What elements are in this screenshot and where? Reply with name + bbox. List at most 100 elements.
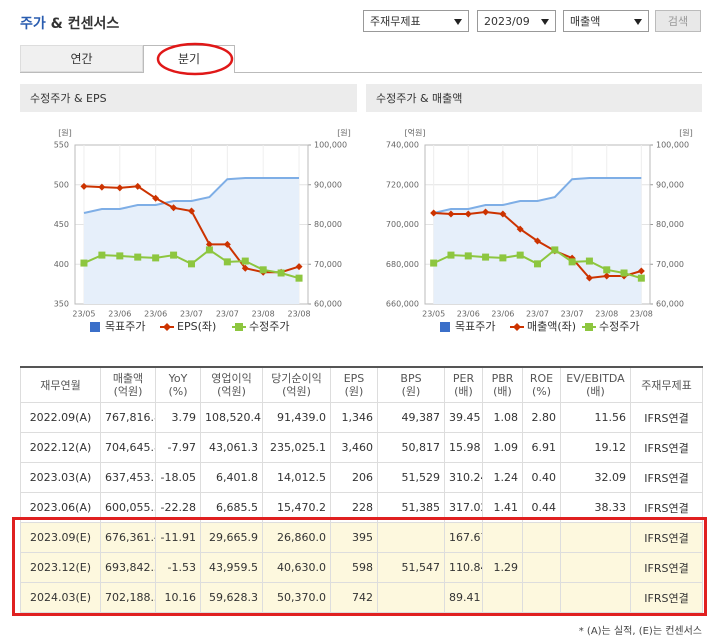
point-marker <box>170 204 178 212</box>
point-marker <box>188 207 195 215</box>
y-tick-label: 450 <box>54 220 69 229</box>
column-name: 영업이익 <box>211 372 252 385</box>
legend-label: 목표주가 <box>105 320 145 333</box>
point-marker <box>205 246 213 254</box>
table-cell <box>377 582 445 613</box>
table-cell <box>377 522 445 553</box>
table-cell: IFRS연결 <box>630 402 703 433</box>
point-marker <box>637 267 645 275</box>
table-row: 2023.12(E) 693,842.3 -1.53 43,959.5 40,630.0… <box>20 552 703 583</box>
highlight-circle <box>156 42 234 76</box>
table-cell: 2023.09(E) <box>20 522 101 553</box>
x-tick-label: 23/07 <box>216 310 239 319</box>
table-cell: 702,188.3 <box>100 582 156 613</box>
point-marker <box>534 260 541 268</box>
table-cell: 89.41 <box>444 582 483 613</box>
y-tick-label: 680,000 <box>386 260 419 269</box>
table-cell: IFRS연결 <box>630 552 703 583</box>
search-button[interactable]: 검색 <box>655 10 701 32</box>
column-header: ROE (%) <box>522 366 561 403</box>
point-marker <box>259 266 267 274</box>
point-marker <box>116 252 124 260</box>
point-marker <box>499 210 507 218</box>
x-tick-label: 23/08 <box>252 310 275 319</box>
column-header: 주재무제표 <box>630 366 703 403</box>
chart-title: 수정주가 & 매출액 <box>376 92 462 105</box>
select-statement[interactable]: 주재무제표 <box>363 10 469 32</box>
table-cell: 637,453.7 <box>100 462 156 493</box>
column-name: YoY <box>168 372 188 385</box>
legend-swatch <box>90 322 100 332</box>
point-marker <box>603 266 611 274</box>
point-marker <box>98 183 106 191</box>
y-tick-label: 700,000 <box>386 220 419 229</box>
column-unit: (배) <box>493 385 512 398</box>
table-cell: 2024.03(E) <box>20 582 101 613</box>
table-cell: -7.97 <box>155 432 201 463</box>
column-name: EPS <box>343 372 365 385</box>
tab-annual[interactable]: 연간 <box>20 45 143 72</box>
table-cell: -18.05 <box>155 462 201 493</box>
table-cell: 167.67 <box>444 522 483 553</box>
column-unit: (억원) <box>282 385 311 398</box>
x-tick-label: 23/06 <box>108 310 131 319</box>
point-marker <box>430 209 438 217</box>
footnote: * (A)는 실적, (E)는 컨센서스 <box>578 626 702 637</box>
select-item[interactable]: 매출액 <box>563 10 649 32</box>
column-header: PER (배) <box>444 366 483 403</box>
table-cell <box>482 522 523 553</box>
legend-swatch <box>585 323 593 331</box>
point-marker <box>241 257 249 265</box>
point-marker <box>482 208 490 216</box>
table-cell: 6.91 <box>522 432 561 463</box>
point-marker <box>80 259 88 267</box>
column-name: ROE <box>529 372 554 385</box>
y2-tick-label: 70,000 <box>314 260 342 269</box>
table-head: 재무연월 매출액 (억원) YoY (%) 영업이익 (억원) 당기순이익 (억원) EPS (원)… <box>20 366 703 403</box>
point-marker <box>98 251 106 259</box>
point-marker <box>585 257 593 265</box>
table-cell <box>560 552 631 583</box>
select-period[interactable]: 2023/09 <box>477 10 556 32</box>
y2-tick-label: 90,000 <box>656 180 684 189</box>
table-row: 2024.03(E) 702,188.3 10.16 59,628.3 50,370.0… <box>20 582 703 613</box>
point-marker <box>447 251 455 259</box>
y-tick-label: 550 <box>54 141 69 150</box>
x-tick-label: 23/07 <box>561 310 584 319</box>
table-row: 2022.12(A) 704,645.8 -7.97 43,061.3 235,025.… <box>20 432 703 463</box>
table-cell: 2022.12(A) <box>20 432 101 463</box>
column-name: EV/EBITDA <box>566 372 625 385</box>
legend-swatch <box>440 322 450 332</box>
table-cell: 49,387 <box>377 402 445 433</box>
legend-label: EPS(좌) <box>177 320 216 333</box>
x-tick-label: 23/07 <box>180 310 203 319</box>
table-cell <box>482 582 523 613</box>
table-cell: IFRS연결 <box>630 582 703 613</box>
table-cell: 43,959.5 <box>200 552 263 583</box>
point-marker <box>170 251 178 259</box>
table-cell: 110.84 <box>444 552 483 583</box>
point-marker <box>516 251 524 259</box>
table-cell: 767,816.8 <box>100 402 156 433</box>
table-cell <box>560 582 631 613</box>
table-cell: 206 <box>330 462 378 493</box>
y2-tick-label: 60,000 <box>314 300 342 309</box>
point-marker <box>516 225 524 233</box>
column-name: 재무연월 <box>40 378 81 392</box>
tab-quarter[interactable]: 분기 <box>143 45 235 73</box>
legend-swatch <box>235 323 243 331</box>
x-tick-label: 23/05 <box>422 310 445 319</box>
table-cell: 395 <box>330 522 378 553</box>
point-marker <box>430 259 438 267</box>
y-axis-unit: [원] <box>58 129 72 138</box>
point-marker <box>205 240 213 248</box>
table-cell: 742 <box>330 582 378 613</box>
column-unit: (%) <box>531 385 552 398</box>
title-accent: 주가 <box>20 16 46 32</box>
table-cell: 1.08 <box>482 402 523 433</box>
table-cell: 51,529 <box>377 462 445 493</box>
highlight-box <box>12 517 707 616</box>
column-header: PBR (배) <box>482 366 523 403</box>
table-cell <box>522 522 561 553</box>
x-tick-label: 23/06 <box>144 310 167 319</box>
